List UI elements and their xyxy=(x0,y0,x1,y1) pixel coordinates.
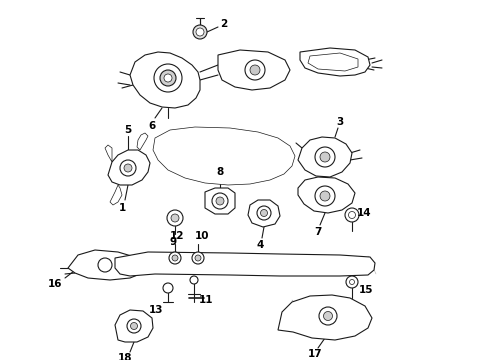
Circle shape xyxy=(192,252,204,264)
Circle shape xyxy=(130,323,138,329)
Circle shape xyxy=(261,210,268,216)
Polygon shape xyxy=(105,145,112,162)
Polygon shape xyxy=(115,252,375,276)
Polygon shape xyxy=(153,127,295,185)
Circle shape xyxy=(216,197,224,205)
Circle shape xyxy=(124,164,132,172)
Circle shape xyxy=(315,186,335,206)
Text: 8: 8 xyxy=(217,167,223,177)
Circle shape xyxy=(320,191,330,201)
Text: 18: 18 xyxy=(118,353,132,360)
Circle shape xyxy=(193,25,207,39)
Text: 1: 1 xyxy=(119,203,125,213)
Circle shape xyxy=(190,276,198,284)
Circle shape xyxy=(323,311,333,320)
Text: 17: 17 xyxy=(308,349,322,359)
Text: 9: 9 xyxy=(170,237,176,247)
Polygon shape xyxy=(308,53,358,71)
Polygon shape xyxy=(278,295,372,340)
Circle shape xyxy=(345,208,359,222)
Polygon shape xyxy=(300,48,370,76)
Polygon shape xyxy=(248,200,280,227)
Polygon shape xyxy=(115,310,153,342)
Polygon shape xyxy=(218,50,290,90)
Circle shape xyxy=(319,307,337,325)
Text: 4: 4 xyxy=(256,240,264,250)
Circle shape xyxy=(169,252,181,264)
Circle shape xyxy=(320,152,330,162)
Polygon shape xyxy=(298,137,352,177)
Circle shape xyxy=(196,28,204,36)
Text: 11: 11 xyxy=(199,295,213,305)
Text: 12: 12 xyxy=(170,231,184,241)
Polygon shape xyxy=(108,150,150,185)
Circle shape xyxy=(349,279,354,284)
Circle shape xyxy=(195,255,201,261)
Text: 7: 7 xyxy=(314,227,322,237)
Text: 10: 10 xyxy=(195,231,209,241)
Text: 16: 16 xyxy=(48,279,62,289)
Text: 6: 6 xyxy=(148,121,156,131)
Circle shape xyxy=(167,210,183,226)
Polygon shape xyxy=(68,250,148,280)
Text: 14: 14 xyxy=(357,208,371,218)
Circle shape xyxy=(160,70,176,86)
Circle shape xyxy=(98,258,112,272)
Text: 5: 5 xyxy=(124,125,132,135)
Circle shape xyxy=(172,255,178,261)
Circle shape xyxy=(315,147,335,167)
Circle shape xyxy=(171,214,179,222)
Polygon shape xyxy=(298,177,355,213)
Circle shape xyxy=(212,193,228,209)
Circle shape xyxy=(154,64,182,92)
Circle shape xyxy=(164,74,172,82)
Circle shape xyxy=(127,319,141,333)
Circle shape xyxy=(250,65,260,75)
Text: 3: 3 xyxy=(336,117,343,127)
Polygon shape xyxy=(110,185,122,205)
Polygon shape xyxy=(130,52,200,108)
Circle shape xyxy=(245,60,265,80)
Polygon shape xyxy=(205,188,235,214)
Circle shape xyxy=(348,211,356,219)
Circle shape xyxy=(163,283,173,293)
Text: 15: 15 xyxy=(359,285,373,295)
Circle shape xyxy=(346,276,358,288)
Text: 13: 13 xyxy=(149,305,163,315)
Polygon shape xyxy=(137,133,148,150)
Circle shape xyxy=(120,160,136,176)
Text: 2: 2 xyxy=(220,19,228,29)
Circle shape xyxy=(257,206,271,220)
